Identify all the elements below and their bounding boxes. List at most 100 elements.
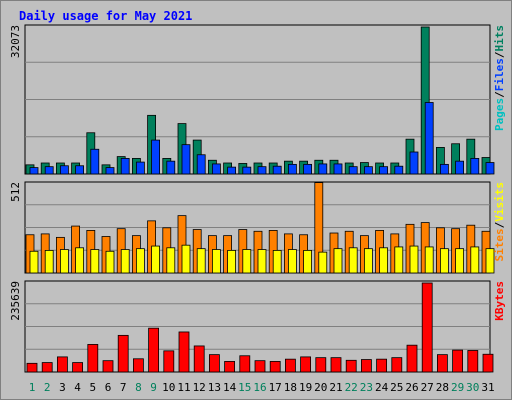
legend-separator: /	[493, 221, 506, 228]
bar-kbytes-day-27	[421, 282, 433, 373]
bar-kbytes-day-23	[360, 359, 372, 373]
bar-files-day-28	[439, 163, 449, 175]
legend-entry-visits: Visits	[493, 182, 506, 222]
legend: KBytes	[493, 281, 506, 321]
bar-sites-day-10	[166, 247, 176, 274]
bar-kbytes-day-11	[178, 331, 190, 373]
bar-files-day-12	[196, 154, 206, 175]
x-tick-label-day-6: 6	[105, 381, 112, 394]
x-tick-label-day-29: 29	[451, 381, 464, 394]
panel-kbytes: 235639 KBytes	[9, 280, 506, 373]
bar-sites-day-18	[287, 249, 297, 274]
bar-kbytes-day-24	[376, 358, 388, 373]
bar-sites-day-31	[485, 248, 495, 274]
x-tick-label-day-24: 24	[375, 381, 389, 394]
x-tick-label-day-25: 25	[390, 381, 403, 394]
bar-sites-day-29	[455, 248, 465, 274]
x-tick-label-day-7: 7	[120, 381, 127, 394]
bar-files-day-30	[470, 158, 480, 175]
bar-kbytes-day-21	[330, 357, 342, 373]
bar-files-day-23	[363, 166, 373, 175]
x-tick-label-day-14: 14	[223, 381, 237, 394]
x-tick-label-day-4: 4	[74, 381, 81, 394]
bar-kbytes-day-12	[193, 345, 205, 373]
bar-kbytes-day-28	[436, 354, 448, 373]
x-tick-label-day-1: 1	[29, 381, 36, 394]
bar-files-day-1	[29, 167, 39, 175]
x-tick-label-day-27: 27	[421, 381, 434, 394]
legend-entry-pages: Pages	[493, 98, 506, 131]
bar-kbytes-day-9	[148, 327, 160, 373]
bar-sites-day-19	[303, 250, 313, 274]
bar-kbytes-day-15	[239, 355, 251, 373]
bar-kbytes-day-14	[224, 361, 236, 373]
bar-files-day-24	[379, 166, 389, 175]
bar-sites-day-2	[44, 250, 54, 274]
x-tick-label-day-8: 8	[135, 381, 142, 394]
bar-sites-day-3	[60, 249, 69, 274]
bar-files-day-21	[333, 163, 343, 175]
bar-files-day-16	[257, 166, 267, 175]
bar-sites-day-7	[120, 249, 130, 274]
bar-kbytes-day-5	[87, 344, 99, 373]
x-tick-label-day-2: 2	[44, 381, 51, 394]
bar-sites-day-15	[242, 249, 252, 274]
bar-files-day-6	[105, 167, 115, 175]
bar-kbytes-day-25	[391, 357, 403, 373]
y-axis-max-label: 512	[9, 182, 22, 202]
bar-kbytes-day-16	[254, 360, 266, 373]
bar-sites-day-13	[211, 249, 221, 274]
x-tick-label-day-19: 19	[299, 381, 312, 394]
bar-sites-day-9	[151, 245, 161, 274]
bar-files-day-5	[90, 148, 100, 175]
bar-kbytes-day-31	[482, 353, 494, 373]
bar-sites-day-14	[227, 250, 237, 274]
legend-separator: /	[493, 51, 506, 58]
legend-entry-files: Files	[493, 58, 506, 91]
legend-entry-sites: Sites	[493, 228, 506, 261]
bar-files-day-17	[272, 165, 282, 175]
bar-sites-day-30	[470, 246, 480, 274]
bar-files-day-25	[394, 165, 404, 175]
bar-kbytes-day-20	[315, 357, 327, 373]
bar-files-day-3	[60, 165, 69, 175]
bar-kbytes-day-4	[72, 362, 83, 373]
x-tick-label-day-21: 21	[329, 381, 342, 394]
panel-visits-sites: 512 Sites/Visits	[9, 181, 506, 274]
x-tick-label-day-17: 17	[269, 381, 282, 394]
x-tick-label-day-11: 11	[177, 381, 190, 394]
bar-sites-day-21	[333, 248, 343, 274]
x-tick-label-day-18: 18	[284, 381, 297, 394]
x-tick-label-day-15: 15	[238, 381, 251, 394]
bar-files-day-14	[227, 166, 237, 175]
x-tick-label-day-12: 12	[193, 381, 206, 394]
bar-kbytes-day-2	[41, 362, 53, 373]
bar-kbytes-day-29	[452, 349, 464, 373]
bar-kbytes-day-17	[269, 361, 281, 373]
bar-files-day-4	[75, 165, 84, 175]
bar-sites-day-4	[75, 247, 84, 274]
bar-files-day-31	[485, 162, 495, 175]
bar-sites-day-27	[424, 246, 434, 274]
y-axis-max-label: 235639	[9, 281, 22, 321]
bar-sites-day-11	[181, 244, 191, 274]
bar-sites-day-8	[135, 248, 145, 274]
x-tick-label-day-22: 22	[345, 381, 358, 394]
bar-sites-day-6	[105, 250, 115, 274]
bar-sites-day-25	[394, 246, 404, 274]
legend: Sites/Visits	[493, 182, 506, 262]
bar-kbytes-day-26	[406, 344, 418, 373]
bar-sites-day-20	[318, 251, 328, 274]
x-tick-label-day-20: 20	[314, 381, 327, 394]
bar-sites-day-5	[90, 249, 100, 274]
x-tick-label-day-26: 26	[405, 381, 418, 394]
x-tick-label-day-13: 13	[208, 381, 221, 394]
bar-sites-day-28	[439, 248, 449, 274]
bar-kbytes-day-8	[132, 358, 144, 373]
bar-kbytes-day-10	[163, 350, 175, 373]
legend-entry-hits: Hits	[493, 25, 506, 52]
x-tick-label-day-5: 5	[89, 381, 96, 394]
x-tick-label-day-9: 9	[150, 381, 157, 394]
bar-files-day-7	[120, 158, 130, 175]
